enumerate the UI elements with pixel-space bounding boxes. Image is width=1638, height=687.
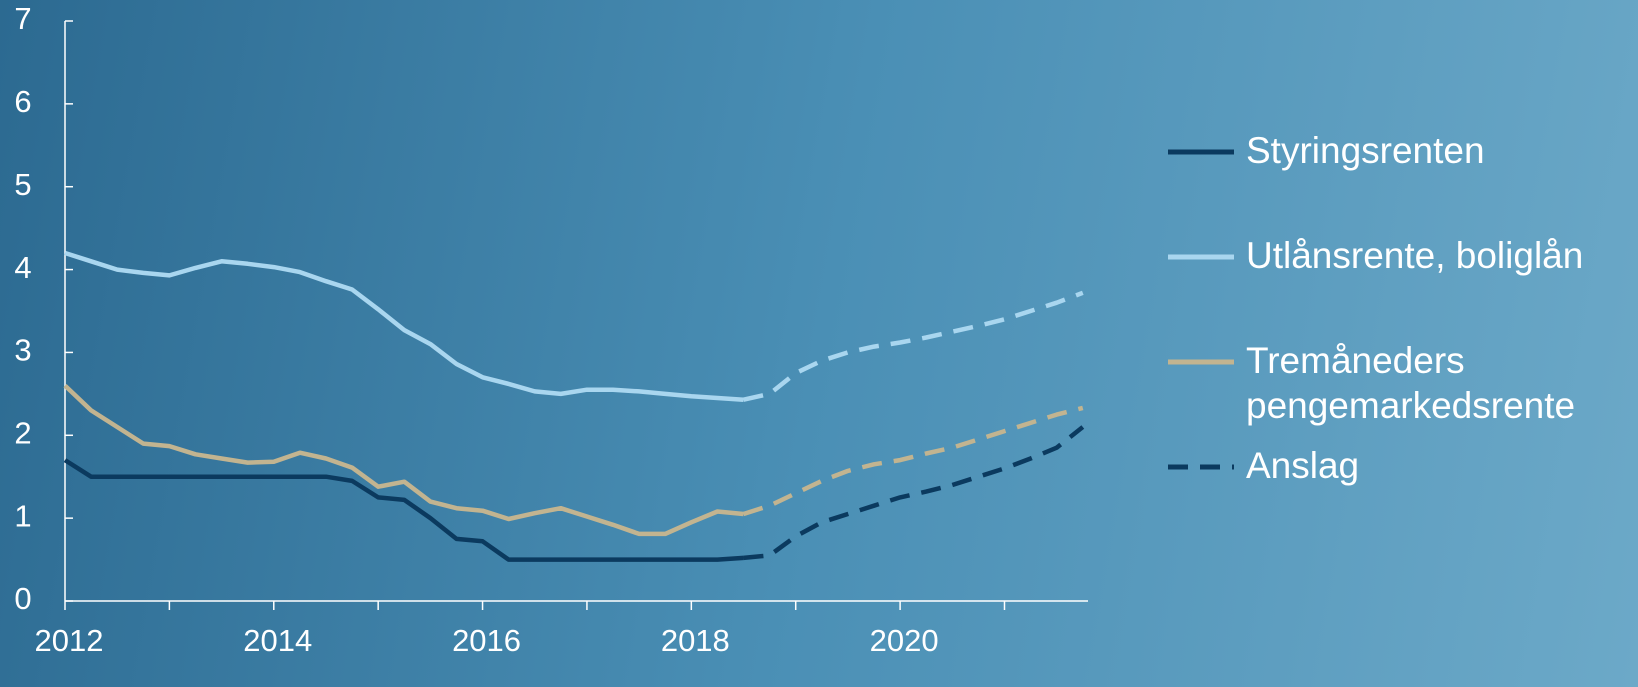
legend-label: Utlånsrente, boliglån: [1246, 235, 1584, 276]
y-tick-label: 7: [14, 1, 31, 36]
legend-label: Styringsrenten: [1246, 130, 1485, 171]
legend-item: Anslag: [1168, 443, 1608, 488]
legend-swatch: [1168, 128, 1238, 173]
legend-swatch-svg: [1168, 254, 1234, 260]
legend-swatch-svg: [1168, 464, 1234, 470]
x-tick-label: 2016: [452, 623, 521, 658]
series-line: [64, 250, 744, 402]
forecast-line: [743, 425, 1085, 561]
x-tick-label: 2012: [35, 623, 104, 658]
legend-swatch-svg: [1168, 359, 1234, 365]
y-tick-label: 2: [14, 415, 31, 450]
x-tick-label: 2018: [661, 623, 730, 658]
x-tick-label: 2020: [870, 623, 939, 658]
y-tick-label: 1: [14, 498, 31, 533]
legend-swatch: [1168, 443, 1238, 488]
legend: Styringsrenten Utlånsrente, boliglån Tremå…: [1168, 128, 1608, 548]
legend-swatch: [1168, 338, 1238, 383]
y-tick-label: 4: [14, 250, 31, 285]
legend-swatch-svg: [1168, 149, 1234, 155]
y-tick-label: 0: [14, 581, 31, 616]
forecast-line: [743, 290, 1084, 402]
series-line: [63, 458, 744, 562]
legend-label: Anslag: [1246, 445, 1360, 486]
legend-item: Tremåneders pengemarkedsrente: [1168, 338, 1608, 428]
legend-item: Utlånsrente, boliglån: [1168, 233, 1608, 278]
legend-item: Styringsrenten: [1168, 128, 1608, 173]
y-tick-label: 5: [14, 167, 31, 202]
legend-label: Tremåneders pengemarkedsrente: [1246, 340, 1576, 426]
x-tick-label: 2014: [243, 623, 312, 658]
y-tick-label: 3: [14, 333, 31, 368]
forecast-line: [742, 405, 1084, 517]
y-tick-label: 6: [14, 84, 31, 119]
legend-swatch: [1168, 233, 1238, 278]
series-line: [63, 383, 744, 537]
